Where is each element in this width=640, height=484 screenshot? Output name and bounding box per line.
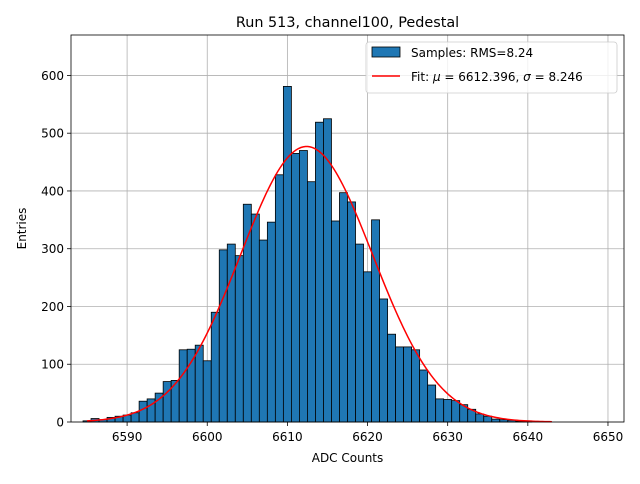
- histogram-bar: [363, 271, 372, 423]
- y-axis-label: Entries: [15, 208, 29, 250]
- y-tick-label: 200: [41, 300, 64, 314]
- y-tick-label: 600: [41, 69, 64, 83]
- x-tick-label: 6600: [192, 430, 223, 444]
- histogram-bar: [371, 219, 380, 423]
- histogram-bar: [162, 381, 172, 423]
- plot-frame: [70, 34, 625, 423]
- histogram-bar: [307, 181, 316, 423]
- gaussian-fit-line: [86, 145, 552, 423]
- x-axis-ticks: 6590 6600 6610 6620 6630 6640 6650: [112, 422, 623, 444]
- histogram-bar: [355, 243, 364, 423]
- histogram-bar: [202, 360, 212, 423]
- histogram-bar: [403, 346, 413, 423]
- y-axis-ticks: 0 100 200 300 400 500 600: [41, 69, 71, 430]
- histogram-bar: [266, 221, 276, 423]
- x-tick-label: 6620: [352, 430, 383, 444]
- y-tick-label: 500: [41, 127, 64, 141]
- histogram-bar: [427, 384, 437, 423]
- legend-samples-rms: 8.24: [506, 46, 533, 60]
- histogram-bar: [138, 400, 148, 423]
- legend-mu-symbol: μ: [432, 70, 441, 84]
- x-tick-label: 6650: [593, 430, 624, 444]
- x-axis-label: ADC Counts: [312, 451, 384, 465]
- histogram-bar: [290, 153, 300, 423]
- x-tick-label: 6610: [272, 430, 303, 444]
- legend-sigma-value: = 8.246: [531, 70, 583, 84]
- y-tick-label: 300: [41, 242, 64, 256]
- histogram-bar: [411, 349, 421, 423]
- histogram-bar: [347, 201, 356, 423]
- histogram-bar: [387, 333, 396, 423]
- histogram-bar: [443, 399, 453, 423]
- x-tick-label: 6630: [432, 430, 463, 444]
- histogram-bar: [475, 413, 485, 423]
- histogram-bar: [491, 418, 501, 423]
- chart-title: Run 513, channel100, Pedestal: [236, 15, 459, 31]
- x-tick-label: 6640: [513, 430, 544, 444]
- legend: Samples: RMS=8.24 Fit: μ = 6612.396, σ =…: [365, 41, 618, 94]
- y-tick-label: 100: [41, 358, 64, 372]
- histogram-bar: [234, 255, 244, 423]
- legend-samples-prefix: Samples: RMS=: [411, 46, 506, 60]
- histogram-bar: [379, 298, 388, 423]
- legend-box: [365, 41, 618, 94]
- histogram-bar: [315, 121, 324, 423]
- histogram-bars: [82, 86, 533, 423]
- y-tick-label: 0: [56, 416, 64, 430]
- histogram-bar: [258, 239, 268, 423]
- histogram-bar: [395, 346, 405, 423]
- histogram-bar: [299, 150, 308, 423]
- histogram-bar: [186, 348, 196, 423]
- histogram-bar: [178, 349, 188, 423]
- histogram-bar: [435, 398, 445, 423]
- histogram-bar: [483, 415, 493, 423]
- histogram-bar: [419, 369, 429, 423]
- histogram-bar: [210, 311, 220, 423]
- x-tick-label: 6590: [112, 430, 143, 444]
- histogram-bar: [451, 400, 461, 423]
- histogram-bar: [250, 213, 260, 423]
- histogram-bar: [331, 220, 340, 423]
- legend-samples-swatch: [371, 46, 401, 58]
- histogram-bar: [282, 86, 292, 423]
- histogram-bar: [274, 174, 284, 423]
- legend-sigma-symbol: σ: [523, 70, 531, 84]
- legend-fit-prefix: Fit:: [411, 70, 433, 84]
- histogram-bar: [339, 192, 348, 423]
- legend-samples-label: Samples: RMS=8.24: [411, 46, 533, 60]
- y-tick-label: 400: [41, 184, 64, 198]
- histogram-bar: [194, 344, 204, 423]
- legend-fit-label: Fit: μ = 6612.396, σ = 8.246: [411, 70, 583, 84]
- legend-mu-value: = 6612.396,: [441, 70, 524, 84]
- histogram-bar: [218, 249, 228, 423]
